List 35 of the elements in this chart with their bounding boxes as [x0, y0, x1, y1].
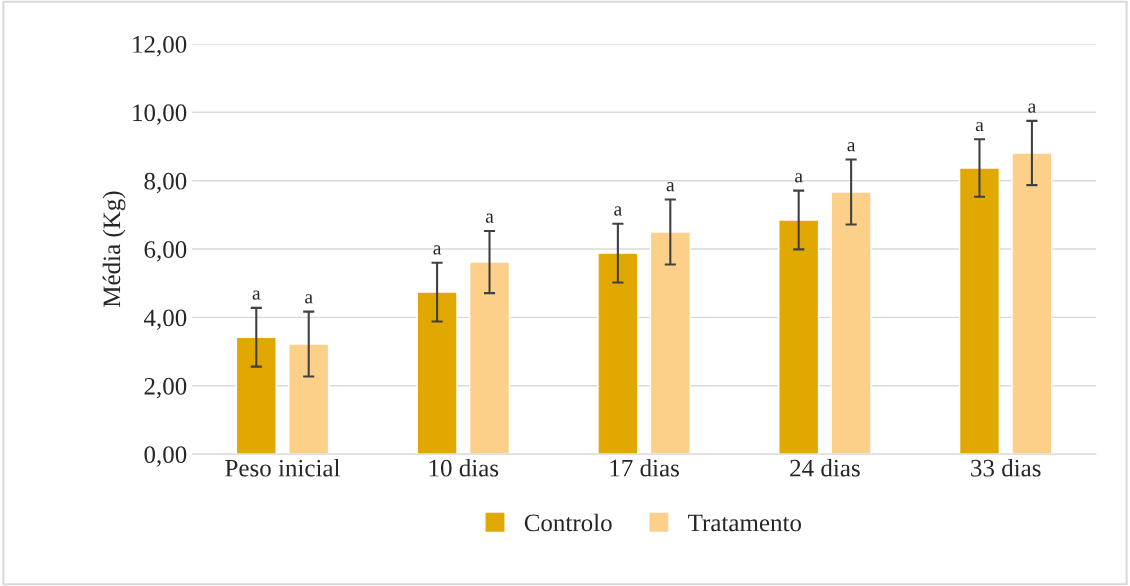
x-tick-label: 33 dias [971, 459, 1041, 477]
data-label: a [305, 294, 313, 304]
data-label: a [433, 245, 442, 255]
y-tick-label: 6,00 [144, 241, 187, 262]
bar [416, 291, 458, 455]
y-tick-label: 0,00 [144, 446, 187, 467]
y-tick-label: 10,00 [133, 104, 187, 125]
y-tick-label: 8,00 [144, 172, 187, 194]
bar [468, 261, 511, 455]
x-tick-label: 24 dias [790, 459, 860, 477]
y-tick-label: 2,00 [144, 377, 187, 399]
y-tick-label: 4,00 [143, 309, 187, 330]
data-label: a [975, 121, 984, 132]
bar [288, 343, 330, 455]
data-label: a [614, 206, 622, 216]
y-tick-label: 12,00 [133, 36, 187, 57]
bar [958, 167, 1001, 455]
data-label: a [252, 290, 261, 300]
data-label: a [666, 182, 675, 192]
x-tick-label: Peso inicial [225, 459, 340, 477]
bar [778, 219, 820, 455]
legend-label: Tratamento [688, 514, 802, 532]
bar [649, 231, 691, 455]
data-label: a [847, 142, 856, 152]
bar [597, 252, 639, 455]
data-label: a [485, 213, 494, 223]
x-tick-label: 10 dias [429, 459, 499, 477]
data-label: a [795, 173, 803, 183]
bar [1011, 152, 1053, 455]
bar [830, 191, 872, 455]
bar [235, 336, 277, 455]
x-tick-label: 17 dias [610, 459, 679, 477]
legend-label: Controlo [524, 513, 612, 532]
data-label: a [1028, 103, 1036, 113]
y-axis-title: Média (Kg) [102, 191, 126, 307]
